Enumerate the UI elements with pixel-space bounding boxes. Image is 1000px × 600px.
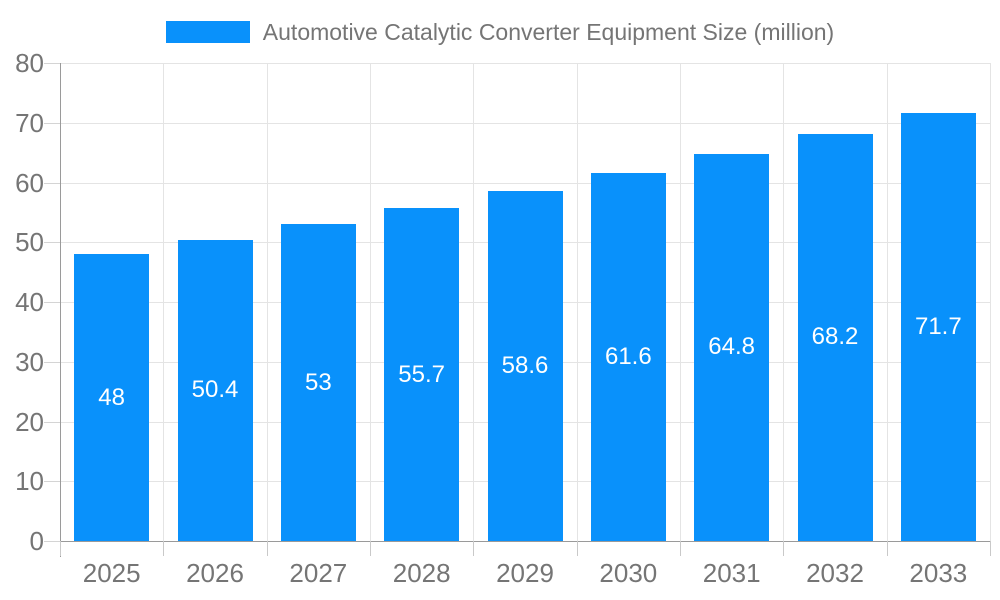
- x-axis-tick-label: 2031: [702, 558, 761, 588]
- bar-value-label: 71.7: [914, 312, 962, 340]
- bar-2026: 50.4: [177, 239, 253, 541]
- x-axis-tick: [60, 541, 61, 556]
- x-axis-tick-label: 2033: [909, 558, 968, 588]
- y-axis-tick: [44, 421, 60, 423]
- y-axis-tick: [44, 361, 60, 363]
- gridline-vertical: [680, 63, 681, 541]
- bar-2033: 71.7: [900, 112, 976, 541]
- gridline-horizontal: [60, 122, 990, 124]
- bar-2028: 55.7: [384, 208, 460, 541]
- x-axis-tick: [473, 541, 475, 556]
- gridline-vertical: [886, 63, 888, 541]
- legend-label: Automotive Catalytic Converter Equipment…: [262, 18, 835, 45]
- gridline-vertical: [783, 63, 785, 541]
- x-axis-tick-label: 2030: [599, 558, 658, 588]
- bar-2030: 61.6: [590, 172, 666, 541]
- x-axis-tick: [163, 541, 165, 556]
- x-axis-tick: [680, 541, 681, 556]
- bar-value-label: 53: [304, 368, 332, 396]
- y-axis-tick-label: 50: [15, 227, 44, 258]
- legend: Automotive Catalytic Converter Equipment…: [0, 16, 1000, 48]
- y-axis-line: [60, 63, 61, 557]
- y-axis-tick: [44, 481, 60, 483]
- bar-value-label: 64.8: [708, 333, 756, 361]
- gridline-vertical: [163, 63, 165, 541]
- x-axis-tick-label: 2029: [496, 558, 554, 588]
- gridline-vertical: [266, 63, 268, 541]
- x-axis-tick-label: 2025: [82, 558, 141, 588]
- bar-value-label: 68.2: [811, 323, 859, 351]
- bar-value-label: 61.6: [604, 342, 652, 370]
- y-axis-tick-label: 60: [15, 167, 44, 198]
- x-axis-tick-label: 2028: [392, 558, 451, 588]
- gridline-vertical: [990, 63, 991, 541]
- y-axis-tick: [44, 302, 60, 303]
- x-axis-tick: [370, 541, 371, 556]
- x-axis-line: [60, 541, 990, 542]
- legend-swatch: [165, 21, 250, 43]
- gridline-vertical: [473, 63, 475, 541]
- y-axis-tick-label: 30: [15, 346, 44, 377]
- bar-value-label: 48: [98, 383, 126, 411]
- x-axis-tick: [990, 541, 991, 556]
- gridline-vertical: [576, 63, 578, 541]
- bar-2027: 53: [280, 224, 356, 541]
- gridline-vertical: [370, 63, 371, 541]
- y-axis-tick-label: 10: [15, 466, 44, 497]
- x-axis-tick-label: 2027: [289, 558, 348, 588]
- y-axis-tick: [44, 242, 60, 244]
- bar-2029: 58.6: [487, 190, 563, 541]
- bar-value-label: 58.6: [501, 351, 549, 379]
- bar-value-label: 50.4: [191, 376, 239, 404]
- bar-2025: 48: [74, 254, 150, 541]
- plot-area: 48 50.4 53 55.7 58.6 61.6 64.8 68.2 71.7: [60, 63, 991, 557]
- y-axis-tick-label: 20: [15, 406, 44, 437]
- y-axis-tick-label: 70: [15, 107, 44, 138]
- y-axis-tick: [44, 541, 60, 542]
- bar-2032: 68.2: [797, 133, 873, 541]
- y-axis-tick: [44, 63, 60, 64]
- gridline-horizontal: [60, 182, 990, 184]
- y-axis-tick-label: 80: [15, 48, 44, 78]
- x-axis-tick: [783, 541, 785, 556]
- x-axis-tick-label: 2026: [186, 558, 244, 588]
- y-axis-tick: [44, 122, 60, 124]
- y-axis-tick: [44, 182, 60, 184]
- x-axis-tick: [576, 541, 578, 556]
- x-axis-tick: [266, 541, 268, 556]
- x-axis-tick-label: 2032: [806, 558, 864, 588]
- y-axis-tick-label: 0: [29, 526, 44, 556]
- y-axis-tick-label: 40: [15, 287, 44, 317]
- bar-2031: 64.8: [694, 153, 770, 541]
- gridline-horizontal: [60, 63, 990, 64]
- bar-value-label: 55.7: [398, 360, 446, 388]
- x-axis-tick: [886, 541, 888, 556]
